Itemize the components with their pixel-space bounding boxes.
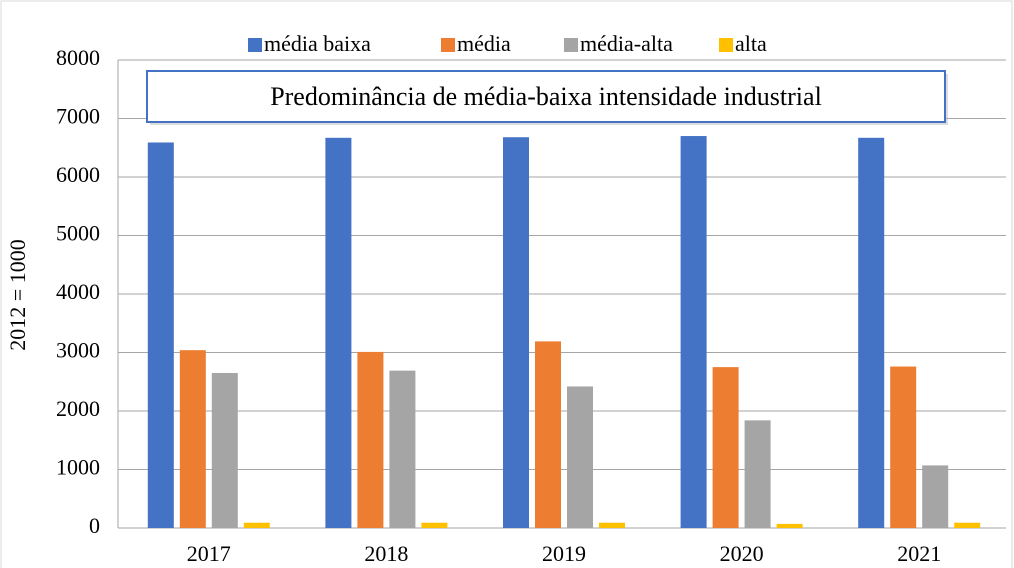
legend-swatch xyxy=(441,38,455,52)
bar xyxy=(890,366,917,528)
bar xyxy=(147,142,174,529)
y-tick-label: 2000 xyxy=(56,396,100,421)
y-tick-label: 7000 xyxy=(56,104,100,129)
legend-label: média xyxy=(457,31,511,56)
y-tick-label: 5000 xyxy=(56,221,100,246)
legend-swatch xyxy=(564,38,578,52)
legend-label: alta xyxy=(735,31,767,56)
bar xyxy=(389,370,416,528)
bars xyxy=(147,136,981,529)
x-tick-label: 2020 xyxy=(720,541,764,566)
bar xyxy=(680,136,707,529)
y-tick-label: 3000 xyxy=(56,338,100,363)
bar xyxy=(776,523,803,528)
y-tick-label: 0 xyxy=(89,513,100,538)
bar xyxy=(535,341,561,528)
bar xyxy=(325,137,352,528)
bar xyxy=(858,137,885,528)
bar xyxy=(503,137,529,528)
bar xyxy=(744,420,771,528)
y-tick-label: 6000 xyxy=(56,162,100,187)
y-tick-label: 8000 xyxy=(56,45,100,70)
annotation-box xyxy=(146,70,946,123)
bar xyxy=(243,522,270,528)
legend-swatch xyxy=(248,38,262,52)
legend-swatch xyxy=(719,38,733,52)
x-tick-label: 2018 xyxy=(364,541,408,566)
bar xyxy=(211,372,238,528)
bar xyxy=(922,465,949,528)
x-tick-label: 2017 xyxy=(187,541,231,566)
bar xyxy=(421,522,448,528)
y-tick-label: 4000 xyxy=(56,279,100,304)
bar xyxy=(954,522,981,528)
x-tick-label: 2019 xyxy=(542,541,586,566)
legend-label: média-alta xyxy=(580,31,673,56)
annotation: Predominância de média-baixa intensidade… xyxy=(270,82,822,111)
x-tick-label: 2021 xyxy=(897,541,941,566)
bar xyxy=(599,522,625,528)
legend-label: média baixa xyxy=(264,31,371,56)
bar xyxy=(567,386,593,528)
bar xyxy=(712,367,739,528)
bar xyxy=(179,350,206,528)
y-tick-label: 1000 xyxy=(56,455,100,480)
y-axis-label: 2012 = 1000 xyxy=(5,239,30,350)
bar xyxy=(357,351,384,528)
